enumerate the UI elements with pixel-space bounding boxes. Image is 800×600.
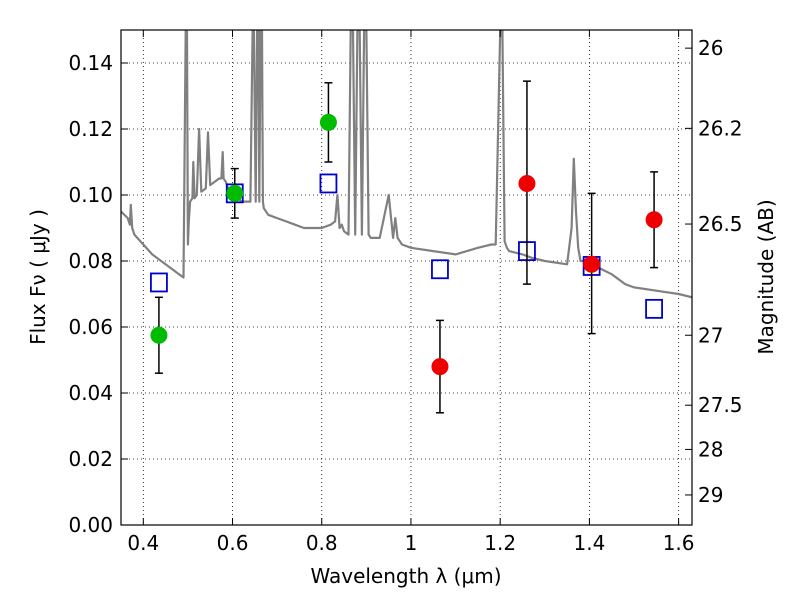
y-tick-label: 0.00 bbox=[68, 513, 113, 537]
plot-area bbox=[121, 30, 692, 525]
observed-green-point bbox=[226, 184, 244, 202]
y-tick-label: 0.08 bbox=[68, 249, 113, 273]
observed-green-point bbox=[150, 326, 168, 344]
y2-tick-label: 28 bbox=[698, 437, 723, 461]
y-tick-label: 0.06 bbox=[68, 315, 113, 339]
x-tick-label: 0.6 bbox=[217, 531, 249, 555]
x-axis: 0.4 0.6 0.8 1 1.2 1.4 1.6 bbox=[127, 30, 695, 555]
x-tick-label: 1.6 bbox=[663, 531, 695, 555]
spectrum-group bbox=[121, 30, 692, 299]
observed-red-point bbox=[583, 255, 601, 273]
model-photometry-point bbox=[645, 298, 663, 319]
x-tick-label: 1 bbox=[405, 531, 418, 555]
x-tick-label: 1.4 bbox=[573, 531, 605, 555]
y2-tick-label: 26.2 bbox=[698, 116, 743, 140]
observed-red-point bbox=[518, 174, 536, 192]
spectrum-line bbox=[121, 30, 692, 299]
y-axis: 0.00 0.02 0.04 0.06 0.08 0.10 0.12 0.14 bbox=[68, 51, 128, 537]
model-photometry-point bbox=[319, 173, 338, 194]
y-tick-label: 0.12 bbox=[68, 117, 113, 141]
y2-tick-label: 26.5 bbox=[698, 212, 743, 236]
x-tick-label: 0.4 bbox=[127, 531, 159, 555]
y2-tick-label: 26 bbox=[698, 36, 723, 60]
y-axis-label: Flux Fν ( μJy ) bbox=[26, 209, 50, 345]
model-photometry-point bbox=[150, 272, 168, 293]
y2-tick-label: 27.5 bbox=[698, 393, 743, 417]
y-tick-label: 0.10 bbox=[68, 183, 113, 207]
y-tick-label: 0.02 bbox=[68, 447, 113, 471]
markers-group bbox=[150, 80, 663, 414]
y-tick-label: 0.04 bbox=[68, 381, 113, 405]
model-photometry-point bbox=[431, 259, 449, 280]
x-tick-label: 0.8 bbox=[306, 531, 338, 555]
y2-tick-label: 29 bbox=[698, 483, 723, 507]
grid bbox=[121, 30, 692, 525]
observed-red-point bbox=[645, 211, 663, 229]
y2-tick-label: 27 bbox=[698, 323, 723, 347]
x-tick-label: 1.2 bbox=[484, 531, 516, 555]
y2-axis: 26 26.2 26.5 27 27.5 28 29 bbox=[685, 36, 743, 507]
plot-frame bbox=[120, 29, 693, 526]
observed-red-point bbox=[431, 358, 449, 376]
x-axis-label: Wavelength λ (μm) bbox=[310, 564, 501, 588]
y2-axis-label: Magnitude (AB) bbox=[754, 199, 778, 354]
y-tick-label: 0.14 bbox=[68, 51, 113, 75]
observed-green-point bbox=[319, 113, 337, 131]
